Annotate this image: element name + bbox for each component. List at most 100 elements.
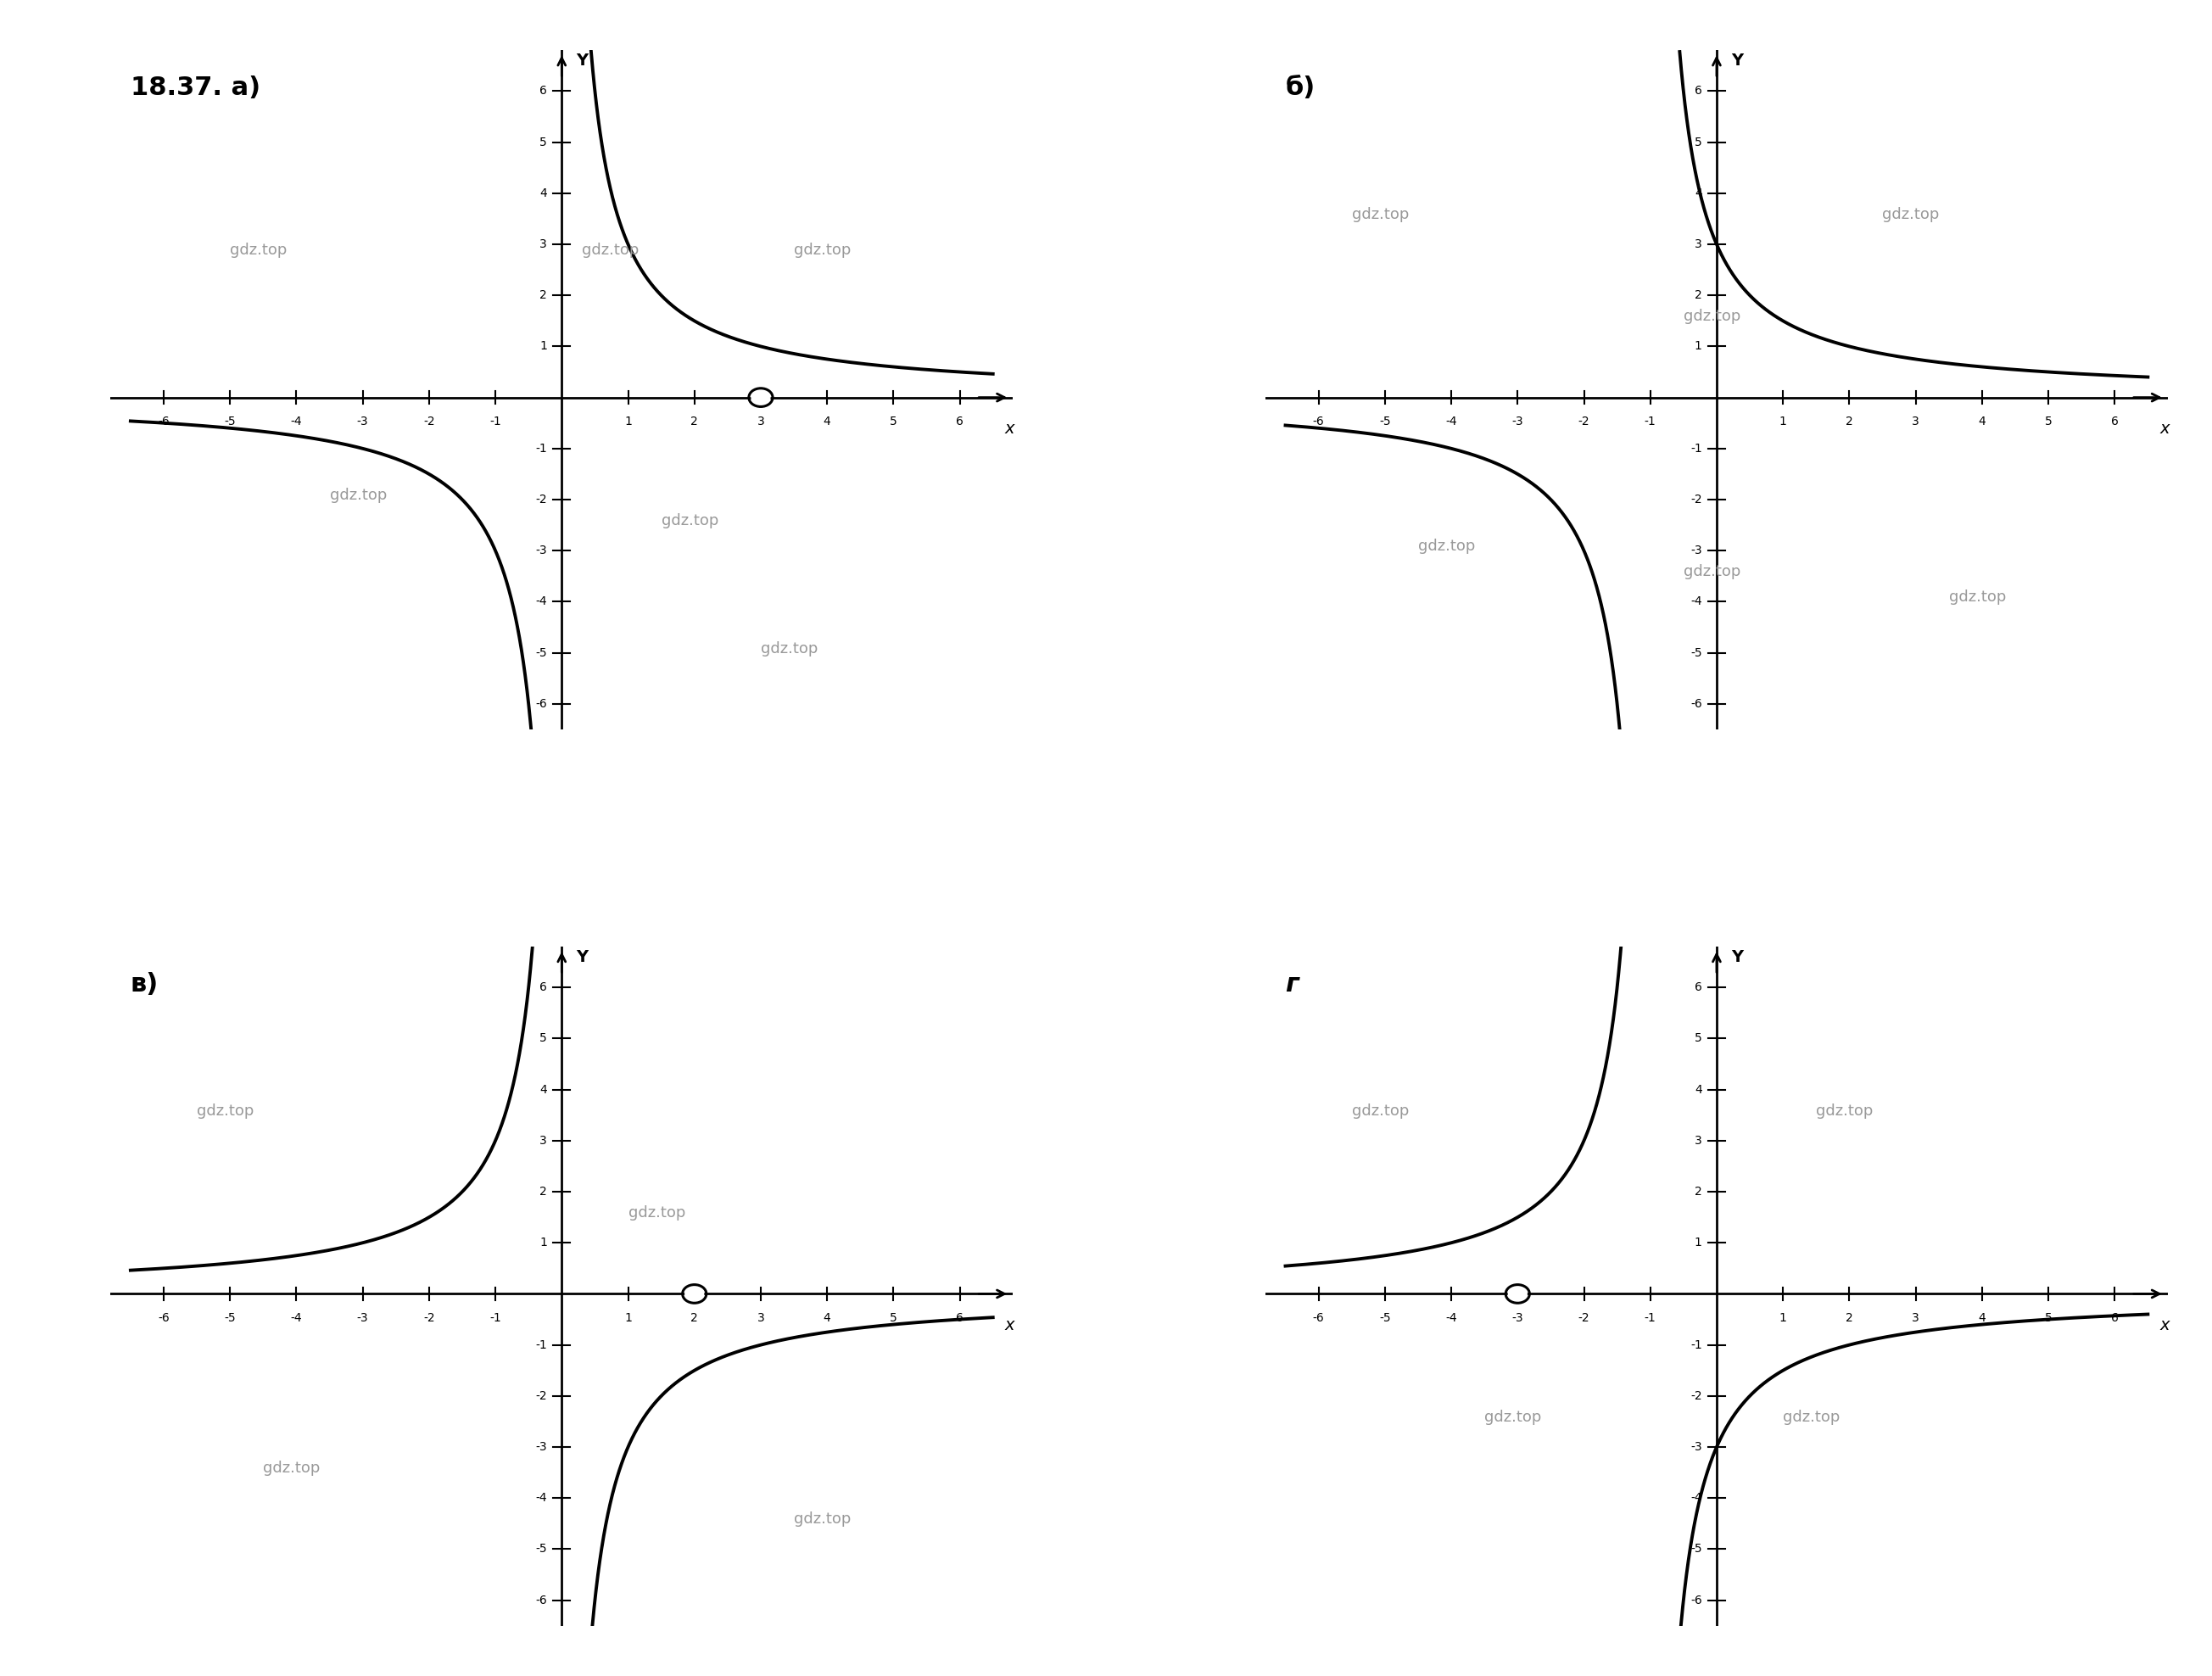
Text: -3: -3 [1511,416,1524,427]
Text: 3: 3 [540,1135,546,1146]
Text: 3: 3 [757,1312,765,1324]
Text: -4: -4 [535,595,546,608]
Text: -6: -6 [535,1594,546,1606]
Text: -1: -1 [1644,1312,1657,1324]
Text: gdz.top: gdz.top [1816,1103,1874,1118]
Text: -2: -2 [535,494,546,506]
Text: 4: 4 [540,1084,546,1096]
Text: -2: -2 [422,416,436,427]
Text: 4: 4 [1978,1312,1986,1324]
Text: -4: -4 [1690,595,1701,608]
Text: x: x [2159,421,2170,436]
Text: gdz.top: gdz.top [230,243,288,258]
Text: -6: -6 [535,697,546,709]
Circle shape [752,391,770,404]
Text: 4: 4 [1694,1084,1701,1096]
Text: 2: 2 [540,290,546,302]
Text: -3: -3 [1690,1441,1701,1453]
Text: 3: 3 [1694,1135,1701,1146]
Text: -1: -1 [1644,416,1657,427]
Text: -5: -5 [1378,416,1391,427]
Circle shape [1509,1287,1526,1301]
Text: gdz.top: gdz.top [582,243,639,258]
Text: 5: 5 [889,1312,898,1324]
Text: -1: -1 [1690,1339,1701,1351]
Text: -4: -4 [535,1492,546,1503]
Text: 3: 3 [1911,416,1920,427]
Text: 2: 2 [690,416,699,427]
Text: -2: -2 [535,1389,546,1401]
Text: б): б) [1285,75,1316,101]
Text: 5: 5 [540,136,546,147]
Text: 3: 3 [1911,1312,1920,1324]
Text: -4: -4 [1690,1492,1701,1503]
Text: 6: 6 [2110,416,2119,427]
Text: x: x [1004,421,1015,436]
Text: 2: 2 [690,1312,699,1324]
Text: 3: 3 [757,416,765,427]
Text: 2: 2 [1694,1187,1701,1198]
Text: 6: 6 [956,416,964,427]
Text: x: x [1004,1317,1015,1332]
Text: в): в) [131,972,159,997]
Text: -5: -5 [223,1312,237,1324]
Text: -4: -4 [290,1312,303,1324]
Text: 4: 4 [540,188,546,199]
Text: 3: 3 [1694,238,1701,250]
Text: 18.37. a): 18.37. a) [131,75,261,101]
Text: 1: 1 [1778,1312,1787,1324]
Text: 5: 5 [1694,136,1701,147]
Text: 2: 2 [1845,416,1854,427]
Text: -2: -2 [1690,1389,1701,1401]
Text: gdz.top: gdz.top [197,1103,254,1118]
Text: Y: Y [1732,54,1743,69]
Text: -1: -1 [489,416,502,427]
Text: 1: 1 [540,1237,546,1249]
Text: gdz.top: gdz.top [794,1512,852,1527]
Text: 6: 6 [540,85,546,97]
Text: -2: -2 [1690,494,1701,506]
Text: -5: -5 [1690,1544,1701,1555]
Text: 5: 5 [2044,1312,2053,1324]
Text: x: x [2159,1317,2170,1332]
Text: gdz.top: gdz.top [1352,1103,1409,1118]
Text: gdz.top: gdz.top [1683,565,1741,580]
Text: 6: 6 [1694,85,1701,97]
Text: -3: -3 [535,545,546,556]
Text: 5: 5 [889,416,898,427]
Text: gdz.top: gdz.top [330,488,387,503]
Text: -5: -5 [535,1544,546,1555]
Text: 5: 5 [1694,1032,1701,1044]
Text: gdz.top: gdz.top [761,640,818,657]
Text: gdz.top: gdz.top [263,1461,321,1477]
Text: gdz.top: gdz.top [661,513,719,528]
Text: Y: Y [577,949,588,965]
Text: gdz.top: gdz.top [1783,1410,1840,1425]
Text: -6: -6 [1690,1594,1701,1606]
Text: -4: -4 [290,416,303,427]
Text: gdz.top: gdz.top [1683,308,1741,323]
Text: -3: -3 [356,416,369,427]
Text: 1: 1 [540,340,546,352]
Text: 2: 2 [1694,290,1701,302]
Text: gdz.top: gdz.top [628,1205,686,1220]
Text: -4: -4 [1444,416,1458,427]
Text: 1: 1 [1694,340,1701,352]
Text: 4: 4 [1694,188,1701,199]
Text: 4: 4 [823,1312,832,1324]
Text: gdz.top: gdz.top [1418,538,1475,555]
Text: г: г [1285,972,1298,997]
Circle shape [686,1287,703,1301]
Text: -2: -2 [422,1312,436,1324]
Text: -2: -2 [1577,416,1590,427]
Text: 1: 1 [1694,1237,1701,1249]
Text: 1: 1 [624,416,633,427]
Text: 2: 2 [1845,1312,1854,1324]
Text: 6: 6 [1694,982,1701,994]
Text: gdz.top: gdz.top [1949,590,2006,605]
Text: gdz.top: gdz.top [1882,206,1940,223]
Text: -5: -5 [535,647,546,659]
Text: -3: -3 [1690,545,1701,556]
Text: 6: 6 [2110,1312,2119,1324]
Text: -6: -6 [157,1312,170,1324]
